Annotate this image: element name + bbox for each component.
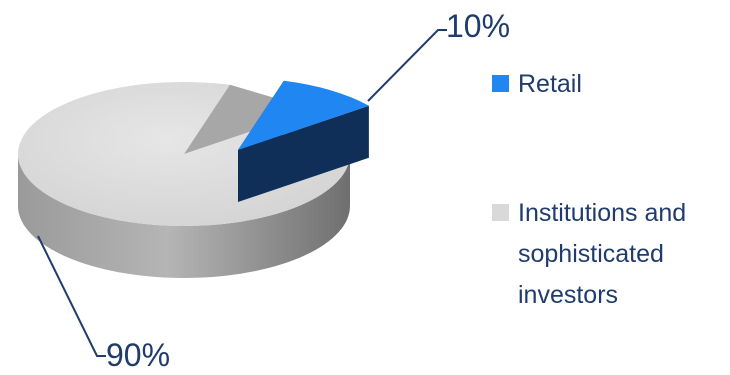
legend-label-institutions-line-2: sophisticated (518, 240, 664, 268)
pie-slices (18, 80, 369, 278)
pie-side-institutions (18, 153, 350, 278)
legend-swatch-retail (492, 75, 509, 92)
pie-cut-face-retail-1 (238, 105, 369, 202)
legend-label-retail: Retail (518, 70, 582, 98)
data-label-institutions: 90% (106, 337, 170, 373)
legend: Retail Institutions and sophisticated in… (492, 70, 686, 309)
data-label-retail: 10% (446, 8, 510, 44)
legend-swatch-institutions (492, 204, 509, 221)
leader-line-retail (367, 29, 447, 102)
legend-label-institutions-line-3: investors (518, 281, 618, 309)
legend-label-institutions-line-1: Institutions and (518, 199, 686, 227)
leader-line-institutions (37, 235, 106, 357)
pie-slice-retail (238, 80, 369, 150)
